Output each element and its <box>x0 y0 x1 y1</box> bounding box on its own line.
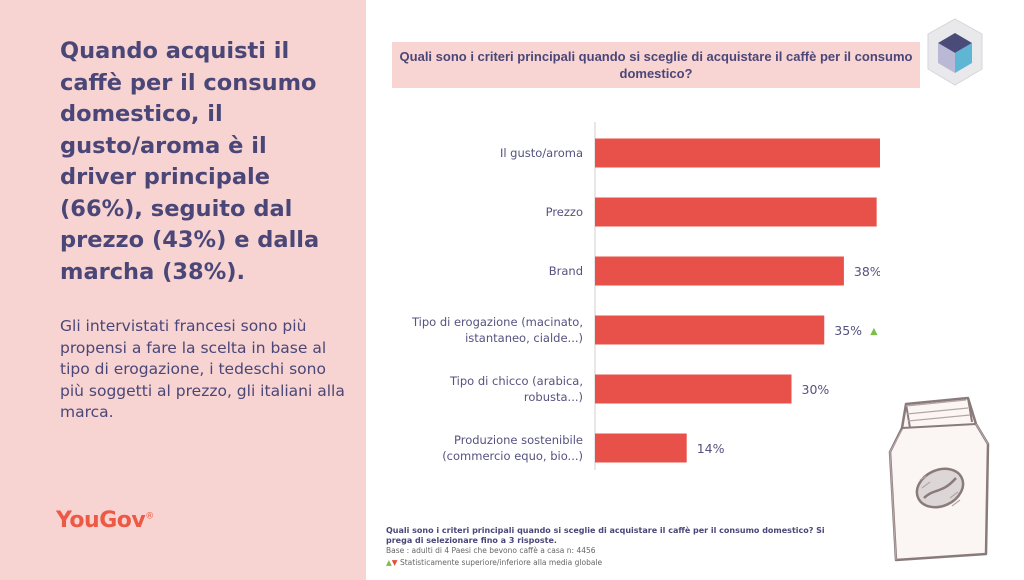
category-label: Prezzo <box>546 205 583 219</box>
logo-text: YouGov <box>56 508 146 533</box>
value-label: 38% <box>854 264 880 279</box>
question-title: Quali sono i criteri principali quando s… <box>399 49 913 81</box>
up-triangle-icon: ▲ <box>386 558 392 567</box>
bar <box>595 315 825 345</box>
bar <box>595 256 844 286</box>
footer-question: Quali sono i criteri principali quando s… <box>386 526 825 545</box>
question-banner <box>392 42 920 88</box>
coffee-bag-illustration <box>888 396 990 562</box>
bar <box>595 138 880 168</box>
category-label: Tipo di erogazione (macinato, istantaneo,… <box>411 315 583 345</box>
value-label: 35% <box>834 323 862 338</box>
footer-notes: Quali sono i criteri principali quando s… <box>386 526 846 568</box>
left-panel: Quando acquisti il caffè per il consumo … <box>0 0 366 580</box>
bar-chart: Il gusto/aroma66%Prezzo43%▲44%ItaliaBran… <box>411 122 880 470</box>
headline: Quando acquisti il caffè per il consumo … <box>60 38 320 285</box>
body-text: Gli intervistati francesi sono più prope… <box>60 317 345 421</box>
category-label: Brand <box>549 264 583 278</box>
footer-legend-text: Statisticamente superiore/inferiore alla… <box>399 558 603 567</box>
yougov-logo: YouGov® <box>56 508 154 533</box>
value-label: 14% <box>697 441 725 456</box>
down-triangle-icon: ▼ <box>391 558 398 567</box>
footer-legend: ▲▼ Statisticamente superiore/inferiore a… <box>386 558 846 568</box>
bar <box>595 197 877 227</box>
category-label: Produzione sostenibile (commercio equo, b… <box>442 433 583 463</box>
category-label: Il gusto/aroma <box>500 146 583 160</box>
cube-icon <box>927 18 983 86</box>
bar <box>595 374 792 404</box>
bar <box>595 433 687 463</box>
value-label: 30% <box>802 382 830 397</box>
footer-base: Base : adulti di 4 Paesi che bevono caff… <box>386 546 596 555</box>
country-annotation: ▲52%Francia <box>870 326 880 337</box>
category-label: Tipo di chicco (arabica, robusta...) <box>449 374 583 404</box>
logo-mark: ® <box>145 511 154 522</box>
